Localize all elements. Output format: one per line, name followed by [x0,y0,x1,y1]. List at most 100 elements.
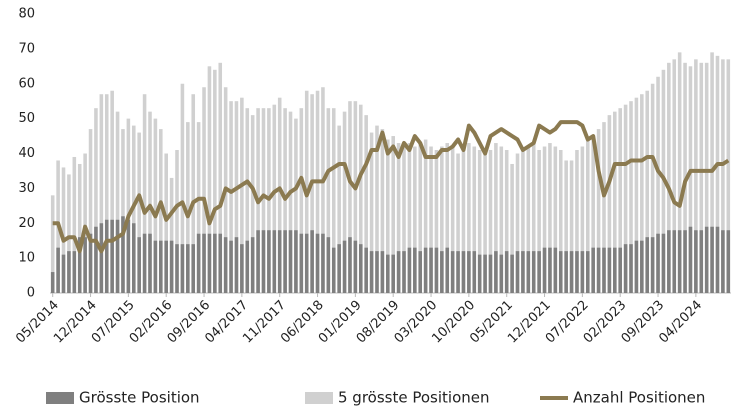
legend-swatch [305,392,333,404]
bar [364,247,368,293]
bar [726,59,731,294]
bar [186,244,190,293]
bar [294,230,298,293]
bar [440,251,444,293]
bar [677,52,682,293]
bar [202,87,206,293]
bar [542,146,547,293]
bar [218,233,223,293]
bar [558,150,563,293]
bar [407,143,412,293]
bar [521,150,525,293]
bar [564,251,568,293]
bar [110,219,114,293]
bar [602,247,606,293]
bar [207,233,212,293]
bar [164,240,168,293]
bar [223,237,228,293]
bar [688,226,693,293]
bar [407,247,412,293]
bar [272,104,277,293]
bar [623,244,628,293]
bar [618,108,622,293]
bar [175,244,179,293]
y-tick-label: 70 [18,41,35,56]
bar [326,108,331,293]
bar [88,233,93,293]
bar [331,108,336,293]
bar [467,251,471,293]
bar [515,153,520,293]
bar [499,146,504,293]
bar [299,108,304,293]
bar [110,90,114,293]
line [52,120,730,254]
bar [396,143,401,293]
bar [294,118,298,293]
bar [667,62,671,294]
bar [159,129,163,293]
bar [126,118,131,293]
bar [645,237,650,293]
bar [618,247,622,293]
bar [537,150,541,293]
bar [245,240,250,293]
bar [180,83,185,293]
bar [553,146,558,293]
bar [250,115,255,293]
bar [683,230,687,293]
bar [645,90,650,293]
bar [375,251,379,293]
bar [391,254,395,293]
bar [472,146,477,293]
bar [688,66,693,293]
bar [494,251,498,293]
bar [50,272,55,293]
bar [234,101,239,293]
bar [358,244,363,293]
bar [396,251,401,293]
bar [640,240,644,293]
bar [148,233,152,293]
bar [304,233,309,293]
bar [213,233,217,293]
bar [213,69,217,293]
bar [488,254,493,293]
bar [472,251,477,293]
bar [94,108,98,293]
bar [531,251,536,293]
y-tick-label: 30 [18,181,35,196]
bar [288,230,293,293]
bar [207,66,212,293]
bar [526,146,531,293]
bar [699,62,704,294]
bar [488,150,493,293]
bar [640,94,644,294]
bar [429,146,433,293]
bar [483,254,487,293]
bar [531,143,536,293]
bar [77,237,82,293]
bar [483,153,487,293]
bar [202,233,206,293]
bar [169,240,174,293]
bar [56,247,60,293]
bar [650,237,655,293]
bar [477,254,482,293]
bar [191,244,196,293]
bar [142,233,147,293]
bar [467,143,471,293]
bar [569,251,574,293]
bar [272,230,277,293]
bar [591,136,595,293]
bar [148,111,152,294]
bar [342,111,347,294]
y-tick-label: 40 [18,146,35,161]
legend-label: Grösste Position [79,389,200,407]
bar [596,247,601,293]
bar [510,163,514,293]
bar [277,230,282,293]
bar [402,251,406,293]
bar [575,251,579,293]
bar [445,143,450,293]
